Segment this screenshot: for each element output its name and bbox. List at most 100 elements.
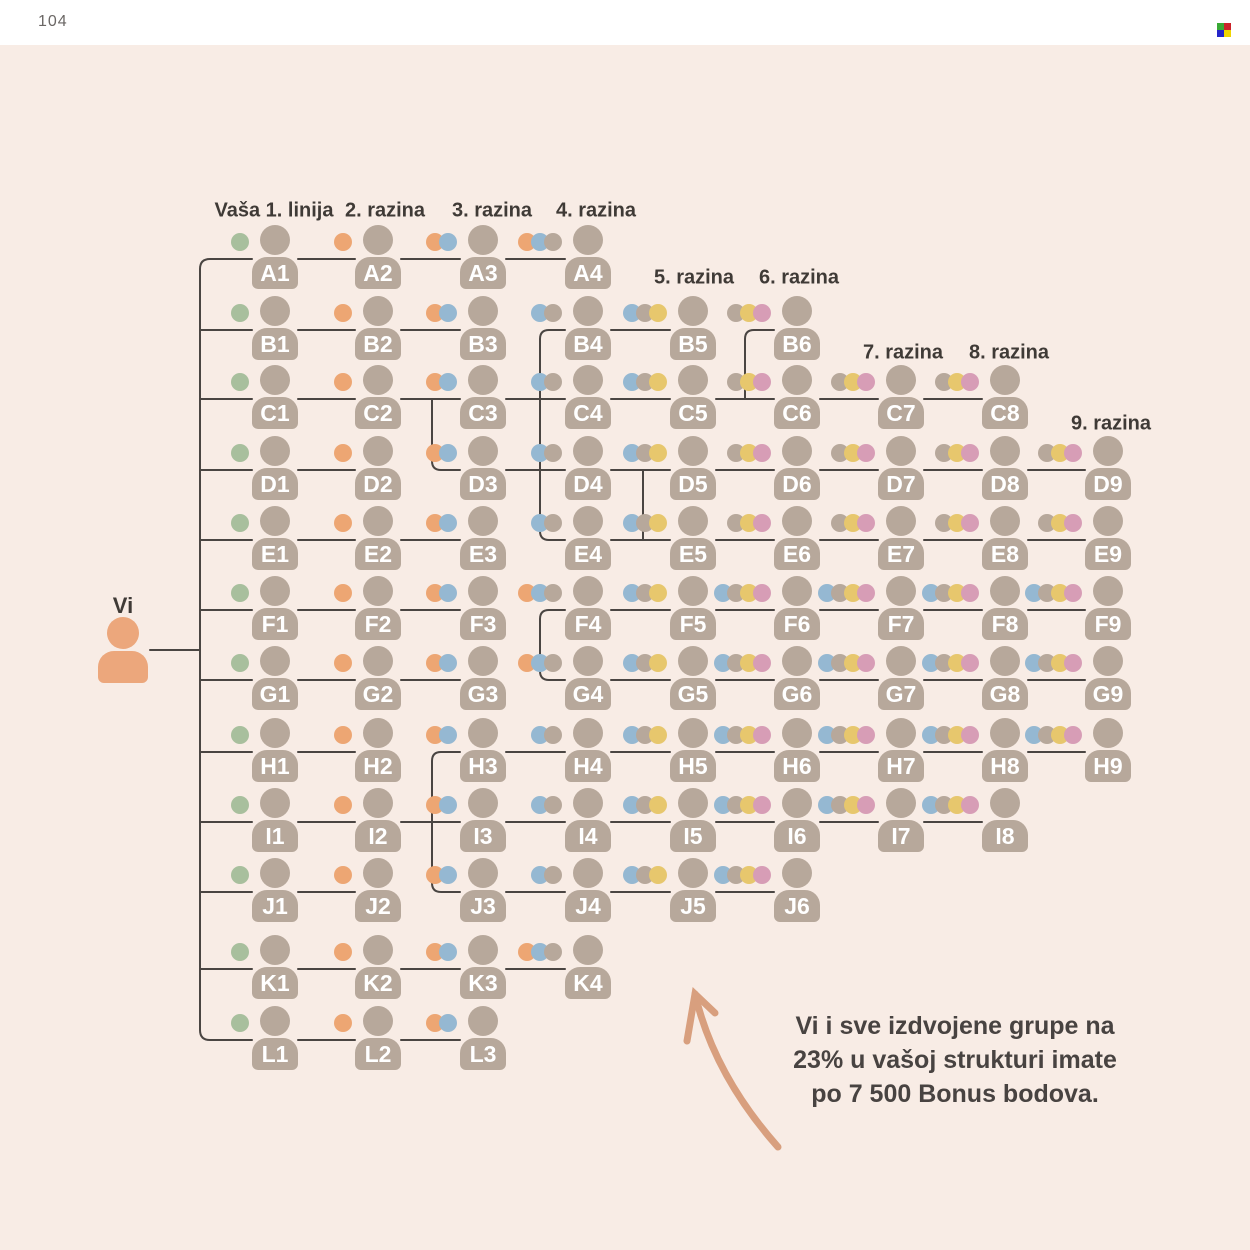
person-node-J1: J1: [252, 858, 298, 922]
level-dot-y-icon: [649, 584, 667, 602]
person-body-icon: [252, 397, 298, 429]
person-head-icon: [1093, 646, 1123, 676]
annotation-line: Vi i sve izdvojene grupe na: [795, 1012, 1115, 1040]
person-node-H6: H6: [774, 718, 820, 782]
person-body-icon: [355, 890, 401, 922]
person-node-C2: C2: [355, 365, 401, 429]
person-node-B3: B3: [460, 296, 506, 360]
person-body-icon: [774, 328, 820, 360]
person-head-icon: [363, 576, 393, 606]
node-label: J5: [680, 893, 706, 919]
person-head-icon: [886, 788, 916, 818]
person-node-E4: E4: [565, 506, 611, 570]
vi-person-icon: [98, 617, 148, 683]
person-node-E1: E1: [252, 506, 298, 570]
level-dot-g-icon: [231, 1014, 249, 1032]
person-head-icon: [363, 718, 393, 748]
node-label: I3: [473, 823, 493, 849]
level-dot-t-icon: [544, 233, 562, 251]
level-dot-y-icon: [649, 866, 667, 884]
person-node-I7: I7: [878, 788, 924, 852]
person-node-G5: G5: [670, 646, 716, 710]
node-label: B3: [468, 331, 498, 357]
node-label: I4: [578, 823, 598, 849]
node-label: H1: [260, 753, 290, 779]
node-label: B1: [260, 331, 290, 357]
person-node-F3: F3: [460, 576, 506, 640]
person-head-icon: [573, 436, 603, 466]
person-body-icon: [982, 608, 1028, 640]
person-node-I3: I3: [460, 788, 506, 852]
level-dot-g-icon: [231, 654, 249, 672]
vi-person-body: [98, 651, 148, 683]
level-dot-o-icon: [334, 1014, 352, 1032]
person-body-icon: [565, 678, 611, 710]
person-node-G2: G2: [355, 646, 401, 710]
level-header-7: 7. razina: [862, 341, 944, 364]
level-dot-p-icon: [753, 304, 771, 322]
node-label: L2: [364, 1041, 392, 1067]
person-node-J5: J5: [670, 858, 716, 922]
node-label: K2: [363, 970, 393, 996]
level-header-8: 8. razina: [968, 341, 1050, 364]
branch-connector-4: [431, 751, 461, 893]
person-node-F7: F7: [878, 576, 924, 640]
node-label: D6: [782, 471, 812, 497]
level-dot-p-icon: [961, 796, 979, 814]
level-dot-p-icon: [961, 373, 979, 391]
node-label: H8: [990, 753, 1020, 779]
node-label: C1: [260, 400, 290, 426]
person-node-B2: B2: [355, 296, 401, 360]
level-dot-t-icon: [544, 373, 562, 391]
person-node-D3: D3: [460, 436, 506, 500]
person-node-K3: K3: [460, 935, 506, 999]
level-dot-t-icon: [544, 796, 562, 814]
person-head-icon: [990, 365, 1020, 395]
person-node-I6: I6: [774, 788, 820, 852]
person-head-icon: [363, 788, 393, 818]
person-body-icon: [878, 678, 924, 710]
level-dot-p-icon: [753, 514, 771, 532]
vi-label: Vi: [112, 593, 134, 618]
person-head-icon: [468, 1006, 498, 1036]
level-dot-g-icon: [231, 233, 249, 251]
person-body-icon: [565, 608, 611, 640]
person-body-icon: [1085, 538, 1131, 570]
node-label: I7: [891, 823, 911, 849]
person-head-icon: [678, 506, 708, 536]
person-head-icon: [363, 646, 393, 676]
person-body-icon: [252, 608, 298, 640]
person-node-J4: J4: [565, 858, 611, 922]
level-dot-b-icon: [439, 444, 457, 462]
person-node-H1: H1: [252, 718, 298, 782]
level-dot-p-icon: [753, 726, 771, 744]
node-label: C4: [573, 400, 603, 426]
person-head-icon: [260, 506, 290, 536]
node-label: D2: [363, 471, 393, 497]
level-dot-y-icon: [649, 444, 667, 462]
person-node-D9: D9: [1085, 436, 1131, 500]
node-label: I2: [368, 823, 388, 849]
person-body-icon: [460, 967, 506, 999]
node-label: I8: [995, 823, 1015, 849]
person-head-icon: [573, 506, 603, 536]
level-dot-o-icon: [334, 584, 352, 602]
person-body-icon: [252, 750, 298, 782]
person-body-icon: [982, 397, 1028, 429]
person-head-icon: [363, 935, 393, 965]
person-node-F6: F6: [774, 576, 820, 640]
node-label: A3: [468, 260, 498, 286]
person-body-icon: [252, 538, 298, 570]
person-body-icon: [565, 890, 611, 922]
node-label: E1: [260, 541, 290, 567]
page-number: 104: [38, 13, 68, 30]
person-head-icon: [260, 296, 290, 326]
person-body-icon: [565, 967, 611, 999]
person-node-B4: B4: [565, 296, 611, 360]
level-dot-p-icon: [753, 373, 771, 391]
person-head-icon: [363, 225, 393, 255]
person-head-icon: [260, 225, 290, 255]
person-node-G7: G7: [878, 646, 924, 710]
person-node-A1: A1: [252, 225, 298, 289]
person-head-icon: [260, 858, 290, 888]
